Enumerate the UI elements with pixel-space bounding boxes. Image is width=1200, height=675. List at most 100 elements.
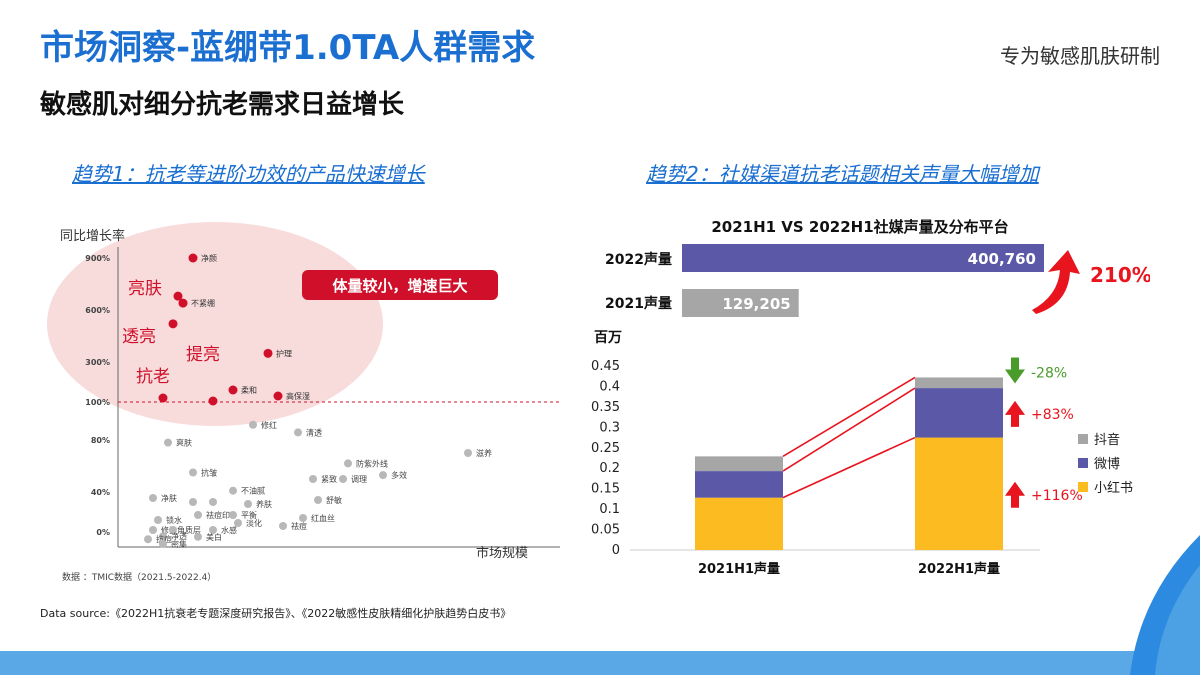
scatter-point-label: 祛痘印: [206, 510, 230, 520]
scatter-point-low: [189, 498, 197, 506]
scatter-point-label: 柔和: [241, 385, 257, 395]
scatter-point-label: 抗痘: [156, 534, 172, 544]
scatter-point-low: [149, 526, 157, 534]
stack-segment-xiaohongshu: [915, 437, 1003, 550]
stack-y-tick: 0.35: [591, 400, 620, 415]
scatter-point-low: [464, 449, 472, 457]
scatter-point-low: [299, 514, 307, 522]
scatter-point-low: [194, 511, 202, 519]
highlight-label-touliang: 透亮: [122, 327, 156, 347]
stack-y-tick: 0: [612, 543, 620, 558]
growth-arrow: [1032, 250, 1080, 314]
hbar-title: 2021H1 VS 2022H1社媒声量及分布平台: [711, 218, 1008, 236]
trend-2-heading: 趋势2：社媒渠道抗老话题相关声量大幅增加: [646, 162, 1039, 186]
stack-connector-line: [782, 436, 916, 499]
hbar-category-2022: 2022声量: [605, 251, 672, 268]
platform-stacked-chart: 百万 0 0.05 0.1 0.15 0.2 0.25 0.3 0.35 0.4 0.45 202…: [591, 330, 1133, 577]
stack-y-tick: 0.25: [591, 441, 620, 456]
up-arrow-icon: [1005, 481, 1025, 508]
legend-swatch: [1078, 434, 1088, 444]
scatter-point-low: [209, 526, 217, 534]
scatter-y-label: 同比增长率: [60, 228, 125, 244]
scatter-point-low: [164, 438, 172, 447]
up-arrow-icon: [1005, 400, 1025, 427]
stack-y-unit: 百万: [594, 330, 622, 346]
scatter-point-label: 多效: [391, 470, 407, 480]
scatter-point-label: 锁水: [166, 515, 182, 525]
scatter-point-label: 防紫外线: [356, 458, 388, 468]
legend-label: 微博: [1094, 457, 1120, 472]
scatter-point-high: [228, 385, 238, 395]
scatter-point-label: 不油腻: [241, 486, 265, 496]
scatter-point-low: [339, 475, 347, 483]
hbar-value-2021: 129,205: [722, 295, 790, 313]
scatter-point-label: 滋养: [476, 448, 492, 458]
legend-label: 小红书: [1094, 480, 1133, 496]
stack-segment-weibo: [915, 388, 1003, 438]
scatter-point-low: [234, 519, 242, 527]
scatter-point-low: [249, 420, 257, 429]
scatter-point-label: 平衡: [241, 510, 257, 520]
scatter-point-low: [159, 540, 167, 548]
stack-category-label: 2022H1声量: [918, 561, 1000, 577]
scatter-point-high: [173, 291, 183, 301]
scatter-point-high: [168, 319, 178, 329]
stack-y-tick: 0.45: [591, 359, 620, 374]
scatter-point-label: 调理: [351, 475, 367, 484]
scatter-point-label: 护理: [276, 348, 292, 358]
hbar-value-2022: 400,760: [968, 250, 1036, 268]
highlight-label-tiliang: 提亮: [186, 345, 220, 365]
stack-segment-douyin: [695, 456, 783, 472]
stack-connector-line: [782, 387, 916, 472]
scatter-point-label: 净肤: [161, 493, 177, 503]
page-title: 市场洞察-蓝绷带1.0TA人群需求: [40, 28, 536, 68]
scatter-y-tick: 100%: [85, 398, 110, 407]
scatter-point-label: 高保湿: [286, 391, 310, 401]
stack-y-tick: 0.2: [599, 461, 620, 476]
scatter-point-label: 净透: [171, 531, 187, 541]
scatter-y-tick: 80%: [91, 436, 110, 445]
scatter-y-tick: 0%: [96, 528, 110, 537]
scatter-y-tick: 300%: [85, 358, 110, 367]
stack-change-label: -28%: [1031, 365, 1067, 381]
stack-y-tick: 0.3: [599, 420, 620, 435]
brand-tagline: 专为敏感肌肤研制: [1000, 44, 1160, 68]
scatter-point-high: [188, 253, 198, 263]
data-source-footnote: Data source:《2022H1抗衰老专题深度研究报告》、《2022敏感性…: [40, 607, 512, 620]
scatter-point-label: 修红: [261, 420, 277, 430]
scatter-point-low: [144, 535, 152, 544]
scatter-point-label: 修护角质层: [161, 525, 201, 535]
scatter-point-label: 美白: [206, 532, 222, 542]
stack-y-tick: 0.15: [591, 482, 620, 497]
scatter-point-low: [279, 522, 287, 530]
scatter-point-label: 不紧绷: [191, 298, 215, 308]
scatter-point-label: 净颜: [201, 253, 217, 263]
scatter-point-low: [344, 459, 352, 468]
scatter-y-tick: 40%: [91, 488, 110, 497]
highlight-label-liangfu: 亮肤: [128, 279, 162, 299]
scatter-point-low: [194, 532, 202, 541]
legend-label: 抖音: [1094, 432, 1120, 448]
stack-segment-xiaohongshu: [695, 497, 783, 550]
scatter-point-label: 抗皱: [201, 468, 217, 478]
stack-change-label: +116%: [1031, 488, 1083, 504]
legend-swatch: [1078, 458, 1088, 468]
stack-y-tick: 0.1: [599, 502, 620, 517]
scatter-point-label: 舒敏: [326, 495, 342, 505]
scatter-point-low: [379, 471, 387, 480]
volume-bar-chart: 2021H1 VS 2022H1社媒声量及分布平台 2022声量 2021声量 …: [605, 218, 1150, 317]
callout-text: 体量较小，增速巨大: [332, 277, 467, 295]
scatter-point-high: [263, 348, 273, 358]
scatter-chart: 同比增长率 市场规模 数据 ：TMIC数据（2021.5-2022.4） 900…: [47, 222, 560, 583]
scatter-point-low: [159, 532, 167, 541]
callout-box: [302, 270, 498, 300]
scatter-point-high: [178, 298, 188, 308]
scatter-source-note: 数据 ：TMIC数据（2021.5-2022.4）: [62, 571, 216, 583]
scatter-point-low: [229, 511, 237, 519]
scatter-point-low: [314, 496, 322, 504]
stack-change-label: +83%: [1031, 407, 1074, 423]
scatter-point-label: 清透: [306, 427, 322, 437]
hbar-bar-2022: [682, 244, 1044, 272]
scatter-point-label: 爽肤: [176, 438, 192, 448]
scatter-point-low: [244, 500, 252, 508]
